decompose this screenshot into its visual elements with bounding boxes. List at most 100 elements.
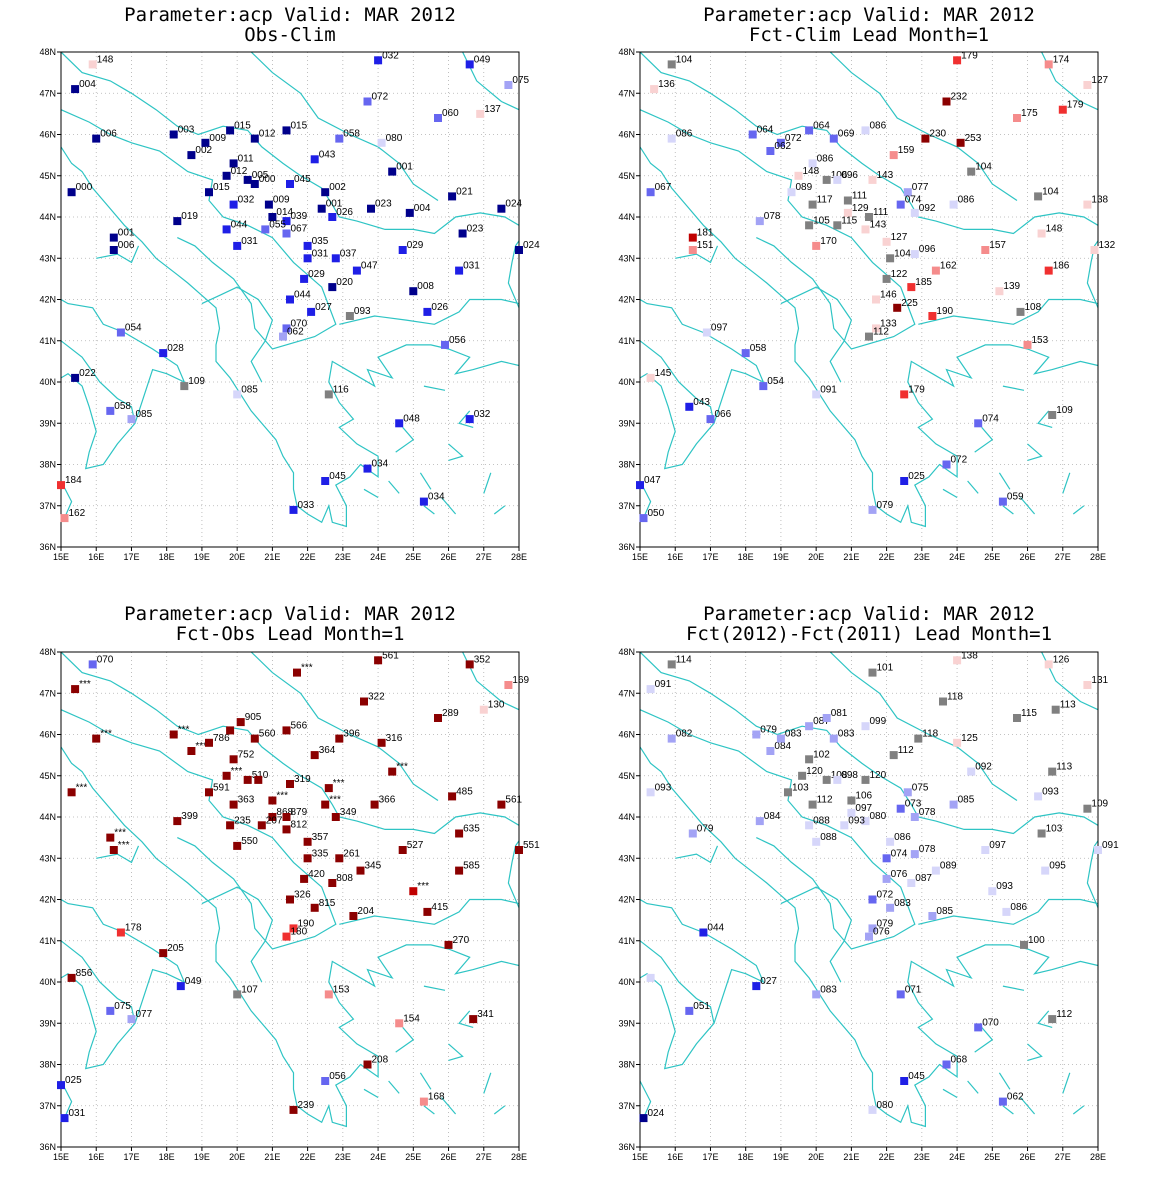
panel-4-title-line1: Parameter:acp Valid: MAR 2012: [703, 603, 1035, 625]
x-tick-label: 25E: [405, 552, 421, 562]
station-marker: [794, 171, 803, 180]
station-marker: [398, 846, 407, 854]
station-marker: [861, 775, 870, 784]
station-value-label: 022: [79, 368, 96, 379]
station-marker: [752, 982, 761, 991]
station-marker: [812, 241, 821, 250]
station-marker: [1083, 804, 1092, 813]
station-marker: [60, 514, 69, 523]
station-value-label: 086: [676, 129, 693, 140]
coastline: [640, 146, 1098, 528]
station-marker: [914, 734, 923, 743]
station-marker: [949, 800, 958, 809]
station-value-label: 058: [343, 129, 360, 140]
x-tick-label: 28E: [511, 1152, 527, 1162]
station-marker: [455, 266, 464, 275]
station-marker: [92, 734, 101, 743]
station-marker: [667, 134, 676, 143]
station-marker: [515, 246, 523, 254]
station-value-label: 099: [870, 716, 887, 727]
station-marker: [868, 895, 877, 904]
station-value-label: 566: [291, 720, 308, 731]
station-marker: [159, 949, 168, 958]
station-value-label: 078: [764, 211, 781, 222]
station-value-label: ***: [79, 679, 91, 690]
coastline: [61, 109, 337, 350]
station-marker: [998, 497, 1007, 506]
station-value-label: 116: [333, 384, 349, 395]
station-value-label: 103: [792, 782, 809, 793]
station-value-label: 091: [820, 384, 837, 395]
coastline: [780, 886, 853, 983]
station-marker: [374, 656, 383, 665]
x-tick-label: 18E: [738, 552, 754, 562]
y-tick-label: 45N: [39, 171, 56, 181]
coastline: [1020, 497, 1036, 515]
station-marker: [896, 200, 905, 209]
station-value-label: 186: [1053, 261, 1070, 272]
station-value-label: 047: [644, 475, 661, 486]
map-panel-3: 15E 16E 17E 18E 19E 20E 21E 22E 23E 24E 25E 26E 27E 2…: [39, 647, 540, 1162]
station-marker: [1083, 200, 1092, 209]
station-marker: [243, 175, 252, 184]
y-tick-label: 37N: [618, 501, 635, 511]
station-marker: [279, 332, 287, 341]
coastline: [829, 652, 1018, 801]
station-value-label: 085: [241, 384, 258, 395]
y-tick-label: 44N: [39, 212, 56, 222]
station-value-label: 086: [1010, 902, 1027, 913]
station-marker: [282, 229, 291, 238]
coastline: [1027, 1043, 1043, 1061]
station-marker: [805, 221, 814, 230]
station-marker: [310, 903, 319, 912]
x-tick-label: 16E: [667, 552, 683, 562]
coastline: [1002, 385, 1025, 391]
station-marker: [931, 866, 940, 875]
station-marker: [886, 837, 895, 846]
station-marker: [282, 932, 291, 941]
station-value-label: 139: [1003, 281, 1020, 292]
station-value-label: 068: [951, 1055, 968, 1066]
station-marker: [639, 514, 648, 523]
station-value-label: 106: [831, 170, 848, 181]
y-tick-label: 43N: [618, 253, 635, 263]
station-value-label: 104: [1042, 186, 1059, 197]
station-marker: [363, 1060, 372, 1069]
station-marker: [106, 406, 115, 415]
station-marker: [236, 718, 245, 727]
station-value-label: 097: [855, 803, 872, 814]
station-marker: [233, 841, 242, 850]
station-value-label: ***: [396, 762, 408, 773]
coastline: [1027, 443, 1043, 461]
station-value-label: ***: [276, 791, 288, 802]
station-value-label: 366: [379, 795, 396, 806]
station-marker: [331, 813, 340, 821]
coastline: [998, 472, 1011, 490]
station-value-label: 070: [982, 1017, 999, 1028]
station-marker: [928, 312, 937, 320]
station-marker: [388, 167, 397, 176]
y-tick-label: 43N: [39, 853, 56, 863]
station-marker: [953, 56, 962, 65]
station-marker: [465, 660, 474, 669]
station-marker: [639, 1114, 648, 1123]
coastline: [942, 1088, 958, 1099]
station-value-label: 093: [848, 815, 865, 826]
station-value-label: 078: [919, 844, 936, 855]
station-value-label: 812: [291, 819, 308, 830]
station-value-label: 335: [312, 848, 329, 859]
station-value-label: 399: [181, 811, 198, 822]
station-value-label: 085: [958, 795, 975, 806]
station-marker: [71, 373, 80, 382]
panel-1-title-line2: Obs-Clim: [244, 24, 336, 46]
station-marker: [307, 307, 316, 316]
y-tick-label: 40N: [39, 377, 56, 387]
x-tick-label: 15E: [53, 1152, 69, 1162]
station-value-label: 024: [523, 240, 540, 251]
station-value-label: 005: [252, 170, 269, 181]
y-tick-label: 48N: [39, 47, 56, 57]
station-value-label: 072: [877, 890, 894, 901]
station-value-label: 420: [308, 869, 325, 880]
station-value-label: 120: [806, 766, 823, 777]
station-value-label: 184: [65, 475, 82, 486]
